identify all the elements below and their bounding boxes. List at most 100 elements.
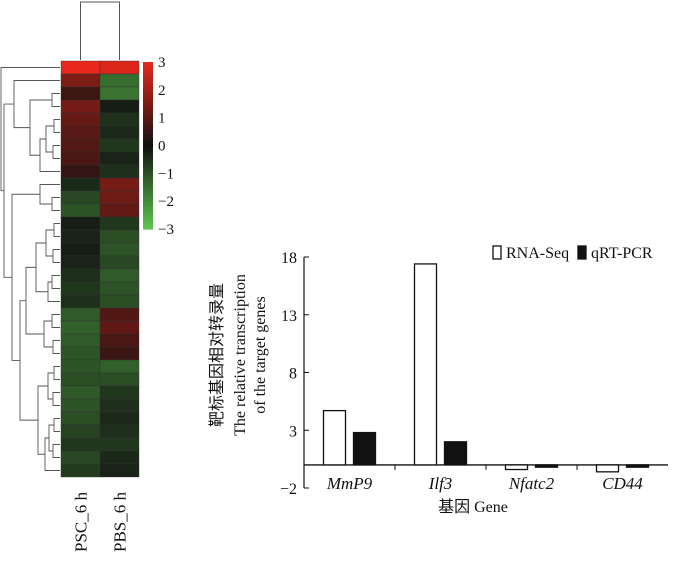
color-scale-tick-label: −1 xyxy=(158,166,174,182)
x-tick-labels: MmP9 Ilf3 Nfatc2 CD44 xyxy=(326,474,643,493)
color-scale-segment xyxy=(143,139,153,144)
heatmap-cell xyxy=(60,346,101,361)
color-scale-segment xyxy=(143,109,153,113)
heatmap-cell xyxy=(60,359,101,374)
row-dendrogram-branch xyxy=(53,223,60,237)
color-scale-segment xyxy=(143,87,153,91)
color-scale-segment xyxy=(143,134,153,138)
color-scale-segment xyxy=(143,201,153,205)
color-scale-segment xyxy=(143,70,153,74)
color-scale-segment xyxy=(143,217,153,222)
bar-rna-seq xyxy=(413,263,438,466)
row-dendrogram-branch xyxy=(52,145,60,159)
heatmap-cell xyxy=(99,99,140,114)
color-scale-tick-label: 0 xyxy=(158,139,166,155)
heatmap-cell xyxy=(60,372,101,387)
heatmap-cell xyxy=(60,385,101,400)
heatmap-cells xyxy=(60,60,140,478)
color-scale-tick-label: 3 xyxy=(158,55,166,71)
y-axis-title: 靶标基因相对转录量 The relative transcription of … xyxy=(208,274,269,436)
heatmap-cell xyxy=(60,411,101,426)
x-tick-label: CD44 xyxy=(602,474,643,493)
y-axis-title-cn: 靶标基因相对转录量 xyxy=(208,283,226,427)
heatmap-cell xyxy=(99,138,140,153)
color-scale-segment xyxy=(143,131,153,135)
color-scale-segment xyxy=(143,123,153,127)
heatmap-cell xyxy=(60,229,101,244)
heatmap-cell xyxy=(60,398,101,413)
color-scale-segment xyxy=(143,103,153,108)
bar-qrt-pcr xyxy=(625,464,650,468)
heatmap-cell xyxy=(60,216,101,231)
color-scale-segment xyxy=(143,203,153,208)
y-tick-label: 13 xyxy=(281,308,297,325)
heatmap-column-labels: PSC_6 h PBS_6 h xyxy=(72,492,130,552)
heatmap-cell xyxy=(99,164,140,179)
color-scale-segment xyxy=(143,215,153,219)
color-scale: 3 2 1 0 −1 −2 −3 xyxy=(143,55,174,238)
color-scale-segment xyxy=(143,137,153,141)
row-dendrogram-branch xyxy=(52,340,60,354)
row-dendrogram-branch xyxy=(53,366,60,380)
color-scale-segment xyxy=(143,162,153,166)
x-tick-label: Nfatc2 xyxy=(508,474,555,493)
row-dendrogram-branch xyxy=(51,275,60,289)
heatmap-cell xyxy=(60,177,101,192)
color-scale-segment xyxy=(143,145,153,149)
heatmap-cell xyxy=(99,450,140,465)
heatmap-cell xyxy=(60,424,101,439)
color-scale-tick-label: −3 xyxy=(158,222,174,238)
heatmap-cell xyxy=(60,450,101,465)
row-dendrogram-branch xyxy=(44,437,60,471)
color-scale-segment xyxy=(143,170,153,174)
legend-label: qRT-PCR xyxy=(591,245,653,262)
heatmap-cell xyxy=(99,60,140,75)
row-dendrogram-branch xyxy=(3,103,14,278)
bar-chart: 靶标基因相对转录量 The relative transcription of … xyxy=(208,245,668,516)
heatmap-cell xyxy=(99,320,140,335)
bar-qrt-pcr xyxy=(534,464,559,468)
row-dendrogram-branch xyxy=(47,281,60,302)
legend-swatch xyxy=(577,245,587,260)
color-scale-segment xyxy=(143,156,153,161)
color-scale-segment xyxy=(143,148,153,152)
row-dendrogram-branch xyxy=(13,80,60,129)
heatmap-cell xyxy=(99,385,140,400)
heatmap-cell xyxy=(60,151,101,166)
color-scale-segment xyxy=(143,126,153,130)
color-scale-segment xyxy=(143,159,153,163)
row-dendrogram-branch xyxy=(25,266,44,335)
color-scale-segment xyxy=(143,151,153,155)
color-scale-segment xyxy=(143,114,153,119)
color-scale-tick-label: 2 xyxy=(158,83,166,99)
color-scale-segment xyxy=(143,84,153,88)
y-axis-title-en-1: The relative transcription xyxy=(232,274,249,436)
heatmap-cell xyxy=(60,164,101,179)
heatmap-cell xyxy=(99,112,140,127)
heatmap-cell xyxy=(99,333,140,348)
bar-chart-bars xyxy=(322,263,650,473)
heatmap-cell xyxy=(60,125,101,140)
x-axis-title: 基因 Gene xyxy=(438,498,508,516)
color-scale-segment xyxy=(143,81,153,85)
color-scale-segment xyxy=(143,73,153,77)
heatmap-cell xyxy=(60,99,101,114)
row-dendrogram-branch xyxy=(39,138,60,172)
heatmap-cell xyxy=(60,112,101,127)
row-dendrogram-branch xyxy=(52,249,60,263)
heatmap-cell xyxy=(99,73,140,88)
color-scale-segment xyxy=(143,106,153,110)
bar-rna-seq xyxy=(595,464,620,473)
bar-rna-seq xyxy=(504,464,529,471)
heatmap-cell xyxy=(60,190,101,205)
heatmap-cell xyxy=(60,281,101,296)
color-scale-segment xyxy=(143,78,153,83)
y-tick-label: 3 xyxy=(289,423,297,440)
heatmap-cell xyxy=(60,463,101,478)
legend-label: RNA-Seq xyxy=(506,245,569,262)
heatmap-cell xyxy=(60,242,101,257)
heatmap-cell xyxy=(60,307,101,322)
heatmap-cell xyxy=(99,125,140,140)
heatmap-cell xyxy=(99,437,140,452)
